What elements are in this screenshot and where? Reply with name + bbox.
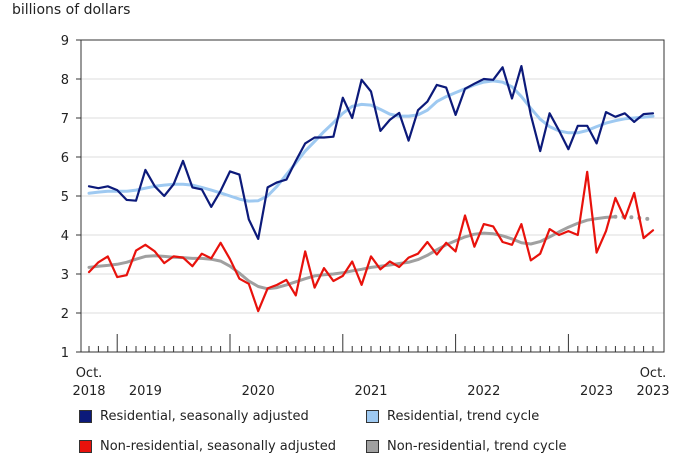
series-line-0 bbox=[87, 64, 655, 240]
y-axis-ticks: 1 2 3 4 5 6 7 8 9 bbox=[61, 34, 81, 361]
x-tick-label-year: 2023 bbox=[636, 384, 669, 399]
x-tick-label: Oct. bbox=[76, 366, 103, 381]
legend-label-nonresidential-sa: Non-residential, seasonally adjusted bbox=[100, 439, 336, 454]
series-line-3 bbox=[87, 215, 617, 291]
x-tick-label: Oct. bbox=[640, 366, 667, 381]
series-line-3-projection bbox=[613, 214, 655, 222]
x-axis: Oct. 2018 2019 2020 2021 2022 2023 Oct. 2023 bbox=[72, 334, 670, 399]
y-tick-label-2: 2 bbox=[61, 307, 69, 322]
legend-item-nonresidential-sa: Non-residential, seasonally adjusted bbox=[79, 439, 336, 454]
x-tick-label-year: 2023 bbox=[580, 384, 613, 399]
series-line-2 bbox=[87, 170, 655, 313]
gridlines bbox=[81, 78, 664, 314]
legend-swatch-residential-sa bbox=[79, 410, 92, 423]
y-tick-label-4: 4 bbox=[61, 229, 69, 244]
y-tick-label-9: 9 bbox=[61, 34, 69, 49]
legend-item-residential-trend: Residential, trend cycle bbox=[366, 409, 539, 424]
y-tick-label-3: 3 bbox=[61, 268, 69, 283]
legend-label-residential-sa: Residential, seasonally adjusted bbox=[100, 409, 309, 424]
x-tick-label-year: 2021 bbox=[354, 384, 387, 399]
x-tick-label-year: 2019 bbox=[129, 384, 162, 399]
x-tick-label-year: 2020 bbox=[242, 384, 275, 399]
x-tick-label-year: 2018 bbox=[72, 384, 105, 399]
legend-item-nonresidential-trend: Non-residential, trend cycle bbox=[366, 439, 566, 454]
legend-label-residential-trend: Residential, trend cycle bbox=[387, 409, 540, 424]
plot-frame bbox=[80, 39, 665, 353]
y-tick-label-8: 8 bbox=[61, 73, 69, 88]
legend-label-nonresidential-trend: Non-residential, trend cycle bbox=[387, 439, 567, 454]
series-lines bbox=[87, 64, 655, 313]
x-tick-label-year: 2022 bbox=[467, 384, 500, 399]
legend-swatch-nonresidential-sa bbox=[79, 440, 92, 453]
y-tick-label-7: 7 bbox=[61, 112, 69, 127]
y-axis-label: billions of dollars bbox=[12, 2, 131, 18]
y-tick-label-1: 1 bbox=[61, 346, 69, 361]
y-tick-label-5: 5 bbox=[61, 190, 69, 205]
legend-item-residential-sa: Residential, seasonally adjusted bbox=[79, 409, 309, 424]
legend-swatch-nonresidential-trend bbox=[366, 440, 379, 453]
y-tick-label-6: 6 bbox=[61, 151, 69, 166]
legend-swatch-residential-trend bbox=[366, 410, 379, 423]
